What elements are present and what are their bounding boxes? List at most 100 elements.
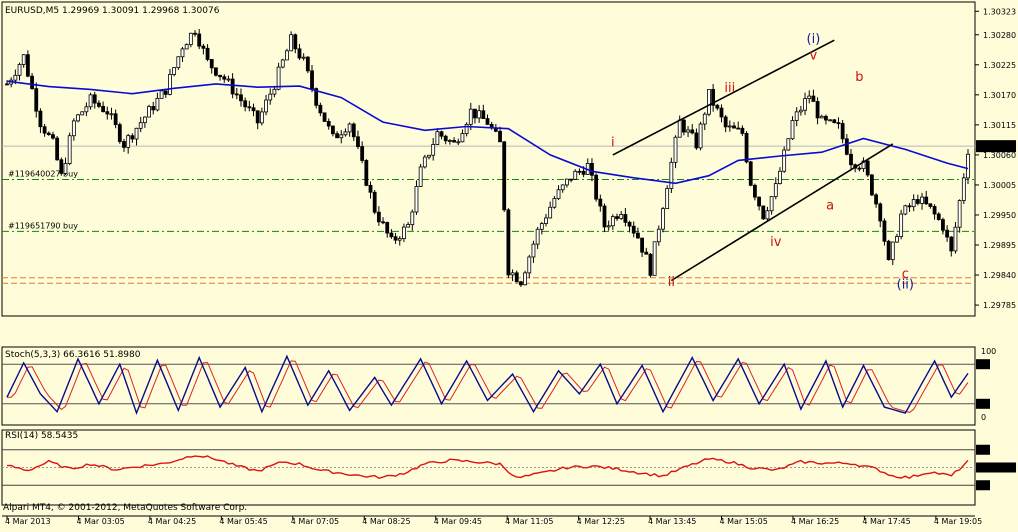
candle-body — [460, 133, 465, 143]
price-tick-label: 1.30323 — [983, 7, 1016, 16]
candle-body — [243, 100, 248, 108]
candle-body — [55, 137, 60, 161]
candle-body — [335, 133, 339, 139]
candle-body — [159, 90, 164, 99]
candle-body — [748, 161, 753, 186]
candle-body — [431, 144, 436, 156]
candle-body — [234, 93, 239, 96]
candle-body — [113, 113, 118, 126]
candle-body — [318, 104, 323, 114]
candle-body — [301, 56, 306, 59]
candle-body — [468, 108, 473, 125]
candle-body — [214, 67, 218, 76]
candle-body — [502, 141, 507, 211]
candle-body — [786, 138, 791, 151]
candle-body — [209, 59, 214, 69]
candle-body — [857, 167, 862, 170]
candle-body — [915, 199, 920, 204]
candle-body — [25, 54, 30, 77]
time-axis-label: 4 Mar 04:25 — [148, 517, 196, 526]
candle-body — [439, 131, 444, 137]
candle-body — [790, 120, 795, 140]
candle-body — [548, 206, 553, 219]
candle-body — [406, 224, 411, 228]
candle-body — [63, 163, 68, 174]
time-axis-label: 4 Mar 12:25 — [577, 517, 625, 526]
stoch-main-line — [6, 354, 969, 416]
candle-body — [711, 89, 716, 106]
candle-body — [656, 228, 661, 243]
candle-body — [205, 47, 210, 60]
stoch-scale-label: 0 — [981, 413, 986, 422]
candle-body — [97, 102, 101, 107]
candle-body — [631, 225, 636, 234]
candles-group — [5, 29, 970, 287]
candle-body — [732, 125, 736, 129]
candle-body — [498, 130, 502, 143]
time-axis-label: 4 Mar 09:45 — [434, 517, 482, 526]
candle-body — [623, 214, 628, 223]
candle-body — [531, 243, 536, 258]
stoch-level-box — [976, 359, 990, 370]
candle-body — [849, 153, 853, 166]
candle-body — [126, 135, 131, 148]
candle-body — [410, 211, 415, 225]
candle-body — [176, 56, 181, 69]
candle-body — [949, 236, 954, 252]
stoch-scale-label: 100 — [981, 347, 996, 356]
wave-label: b — [855, 70, 863, 85]
candle-body — [665, 188, 670, 210]
symbol-header: EURUSD,M5 1.29969 1.30091 1.29968 1.3007… — [5, 6, 220, 16]
candle-body — [681, 119, 686, 133]
candle-body — [168, 74, 172, 95]
candle-body — [293, 34, 298, 50]
candle-body — [247, 106, 252, 109]
candle-body — [736, 127, 741, 130]
candle-body — [895, 236, 899, 243]
candle-body — [552, 198, 557, 208]
candle-body — [347, 123, 352, 133]
candle-body — [101, 105, 105, 113]
candle-body — [560, 184, 565, 191]
time-axis-label: 4 Mar 13:45 — [648, 517, 696, 526]
candle-body — [402, 226, 406, 240]
copyright-text: Alpari MT4, © 2001-2012, MetaQuotes Soft… — [3, 503, 247, 513]
candle-body — [297, 48, 302, 59]
candle-body — [564, 178, 569, 186]
candle-body — [314, 88, 319, 106]
rsi-scale-label: 25 — [978, 481, 988, 490]
candle-body — [907, 205, 912, 208]
candle-body — [594, 174, 599, 200]
candle-body — [510, 272, 515, 276]
candle-body — [619, 214, 624, 219]
candle-body — [953, 226, 958, 252]
candle-body — [874, 194, 878, 205]
candle-body — [397, 238, 402, 241]
candle-body — [615, 216, 619, 219]
rsi-line — [6, 455, 969, 480]
candle-body — [590, 163, 594, 176]
candle-body — [356, 136, 360, 148]
channel-trendline — [670, 143, 894, 282]
candle-body — [945, 229, 950, 238]
stoch-level-box — [976, 398, 990, 409]
candle-body — [698, 123, 703, 149]
wave-label: a — [826, 199, 834, 214]
candle-body — [957, 200, 962, 228]
candle-body — [59, 159, 64, 174]
wave-label: c — [902, 267, 909, 282]
candle-body — [17, 64, 22, 76]
order-label: #119640027 buy — [8, 169, 78, 178]
candle-body — [76, 114, 80, 122]
candle-body — [661, 208, 665, 230]
rsi-level-box — [976, 480, 990, 491]
stochastic-header: Stoch(5,3,3) 66.3616 51.8980 — [5, 350, 141, 360]
candle-body — [544, 217, 548, 224]
time-axis-label: 4 Mar 19:05 — [934, 517, 982, 526]
candle-body — [343, 131, 348, 136]
candle-body — [648, 253, 653, 276]
candle-body — [138, 122, 143, 129]
candle-body — [753, 184, 757, 198]
